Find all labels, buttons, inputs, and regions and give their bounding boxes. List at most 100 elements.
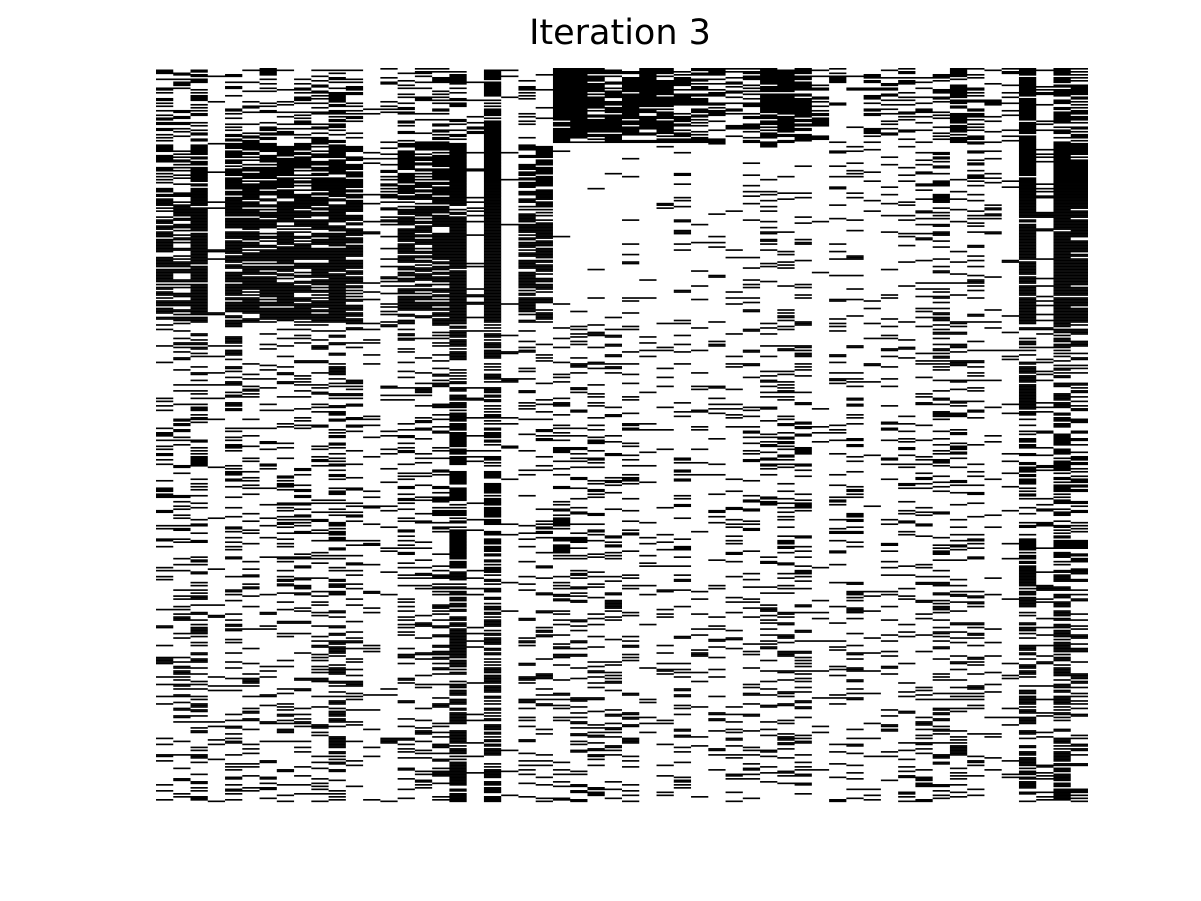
- matrix-cell: [311, 448, 329, 451]
- matrix-cell: [1053, 249, 1088, 251]
- matrix-cell: [483, 244, 502, 247]
- matrix-cell: [190, 96, 208, 99]
- matrix-row: [156, 277, 1088, 280]
- matrix-row: [156, 409, 1088, 412]
- matrix-row: [173, 670, 1071, 672]
- matrix-cell: [1053, 307, 1088, 310]
- matrix-cell: [414, 382, 467, 385]
- matrix-cell: [156, 168, 174, 171]
- matrix-cell: [449, 665, 467, 668]
- matrix-cell: [1053, 610, 1071, 612]
- matrix-cell: [466, 626, 484, 629]
- matrix-row: [311, 551, 1071, 554]
- matrix-cell: [259, 722, 312, 725]
- matrix-cell: [915, 159, 933, 162]
- matrix-cell: [518, 408, 536, 410]
- matrix-cell: [449, 698, 467, 701]
- matrix-cell: [622, 533, 640, 536]
- matrix-cell: [1018, 590, 1037, 593]
- matrix-cell: [673, 736, 709, 738]
- matrix-cell: [604, 713, 640, 716]
- matrix-cell: [483, 550, 502, 552]
- matrix-cell: [483, 695, 502, 698]
- matrix-cell: [173, 436, 191, 439]
- matrix-cell: [535, 202, 553, 205]
- matrix-cell: [1018, 207, 1037, 209]
- matrix-cell: [483, 532, 502, 535]
- matrix-cell: [190, 659, 208, 662]
- matrix-cell: [345, 476, 364, 479]
- matrix-cell: [483, 136, 502, 139]
- matrix-cell: [1053, 646, 1071, 648]
- matrix-cell: [604, 601, 622, 603]
- matrix-row: [173, 529, 1071, 532]
- matrix-row: [449, 602, 1071, 605]
- matrix-cell: [1053, 339, 1071, 341]
- matrix-cell: [1053, 292, 1088, 295]
- matrix-row: [207, 725, 950, 728]
- matrix-cell: [1053, 171, 1088, 174]
- matrix-cell: [967, 163, 985, 166]
- matrix-cell: [725, 297, 761, 299]
- matrix-cell: [639, 391, 657, 394]
- matrix-cell: [1018, 237, 1037, 239]
- matrix-cell: [673, 547, 692, 549]
- matrix-cell: [1053, 467, 1088, 470]
- matrix-cell: [328, 634, 346, 636]
- matrix-cell: [156, 72, 191, 75]
- matrix-cell: [276, 261, 295, 263]
- matrix-cell: [518, 583, 536, 585]
- matrix-cell: [242, 385, 260, 388]
- matrix-row: [242, 378, 1037, 380]
- matrix-cell: [1018, 623, 1037, 626]
- matrix-cell: [1053, 309, 1088, 311]
- matrix-cell: [1053, 234, 1088, 236]
- matrix-cell: [760, 199, 778, 202]
- matrix-row: [173, 319, 1088, 322]
- matrix-cell: [276, 178, 295, 181]
- matrix-cell: [794, 435, 812, 437]
- matrix-cell: [1018, 111, 1037, 114]
- matrix-cell: [311, 671, 346, 674]
- matrix-cell: [483, 388, 502, 391]
- matrix-cell: [1053, 436, 1071, 439]
- matrix-cell: [1053, 81, 1071, 84]
- matrix-cell: [483, 117, 502, 120]
- matrix-cell: [880, 163, 899, 166]
- matrix-cell: [518, 246, 536, 248]
- matrix-cell: [760, 220, 778, 223]
- matrix-cell: [777, 692, 795, 695]
- matrix-cell: [483, 545, 502, 548]
- matrix-cell: [156, 527, 191, 530]
- matrix-cell: [552, 448, 588, 451]
- matrix-row: [173, 82, 1037, 85]
- matrix-cell: [173, 709, 208, 711]
- matrix-row: [242, 712, 1071, 714]
- matrix-cell: [535, 626, 553, 629]
- matrix-cell: [777, 691, 812, 693]
- matrix-cell: [173, 679, 191, 681]
- matrix-cell: [432, 406, 467, 409]
- matrix-cell: [173, 541, 208, 544]
- matrix-cell: [397, 309, 467, 311]
- matrix-cell: [846, 670, 881, 672]
- matrix-cell: [397, 217, 467, 220]
- matrix-cell: [535, 256, 553, 259]
- matrix-row: [156, 405, 1088, 407]
- matrix-cell: [259, 348, 277, 350]
- matrix-cell: [483, 509, 502, 512]
- matrix-cell: [846, 667, 864, 669]
- matrix-cell: [518, 276, 536, 278]
- matrix-cell: [311, 611, 346, 614]
- matrix-cell: [604, 345, 622, 347]
- matrix-cell: [225, 485, 243, 488]
- matrix-cell: [1053, 220, 1088, 223]
- matrix-cell: [483, 105, 502, 108]
- matrix-cell: [880, 133, 899, 136]
- matrix-cell: [449, 358, 467, 361]
- matrix-cell: [1053, 593, 1088, 596]
- matrix-cell: [363, 644, 381, 647]
- matrix-cell: [328, 105, 364, 108]
- matrix-cell: [742, 415, 761, 418]
- matrix-cell: [190, 88, 208, 91]
